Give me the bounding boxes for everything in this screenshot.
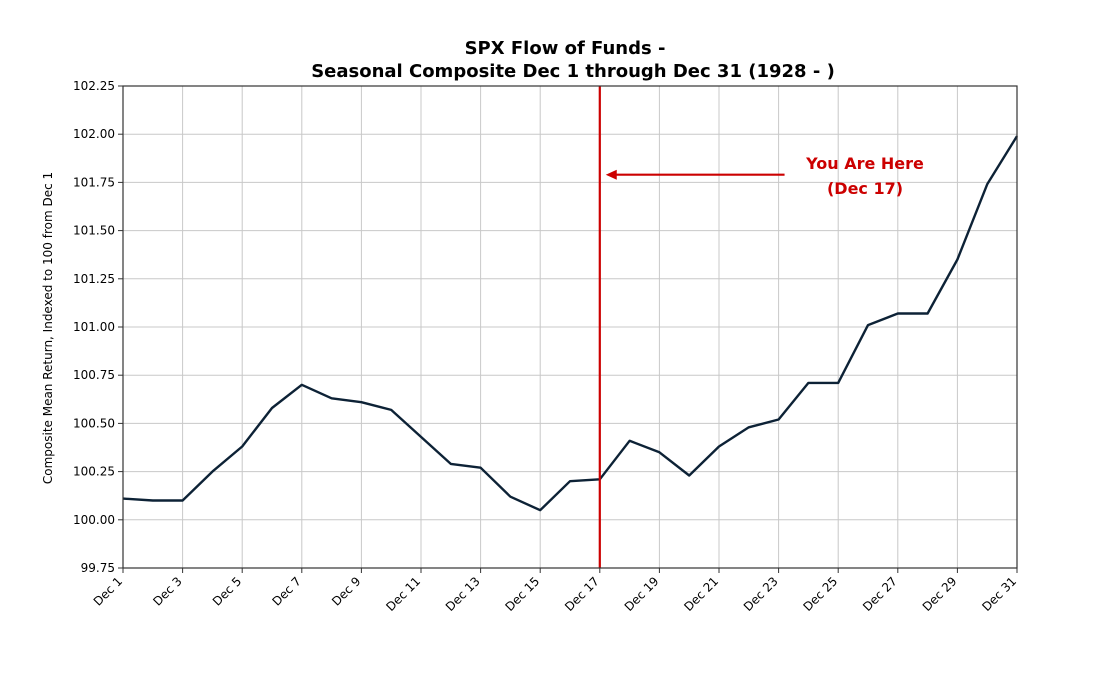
y-tick-label: 101.50: [73, 224, 115, 238]
x-tick-label: Dec 11: [383, 574, 423, 614]
series-layer: [122, 135, 1019, 512]
x-tick-label: Dec 9: [329, 574, 363, 608]
plot-frame: [122, 85, 1018, 569]
x-axis-ticks: Dec 1 Dec 3 Dec 5 Dec 7 Dec 9 Dec 11 Dec 13 Dec…: [91, 568, 1019, 614]
x-tick-label: Dec 3: [150, 574, 184, 608]
y-tick-label: 102.00: [73, 127, 115, 141]
chart-title-line2: Seasonal Composite Dec 1 through Dec 31 …: [311, 61, 835, 82]
annotation-text-line2: (Dec 17): [827, 179, 903, 198]
x-tick-label: Dec 27: [860, 574, 900, 614]
x-tick-label: Dec 7: [270, 574, 304, 608]
y-tick-label: 100.75: [73, 368, 115, 382]
y-tick-label: 101.75: [73, 175, 115, 189]
x-tick-label: Dec 15: [503, 574, 543, 614]
x-tick-label: Dec 29: [920, 574, 960, 614]
x-tick-label: Dec 5: [210, 574, 244, 608]
y-tick-label: 99.75: [81, 561, 115, 575]
y-tick-label: 100.25: [73, 465, 115, 479]
y-tick-label: 101.00: [73, 320, 115, 334]
x-tick-label: Dec 17: [562, 574, 602, 614]
y-tick-label: 100.50: [73, 416, 115, 430]
x-tick-label: Dec 31: [979, 574, 1019, 614]
annotation-layer: You Are Here (Dec 17): [598, 86, 924, 568]
chart-title-line1: SPX Flow of Funds -: [465, 38, 666, 59]
x-tick-label: Dec 25: [801, 574, 841, 614]
annotation-arrow-head: [605, 169, 617, 180]
chart-title: SPX Flow of Funds - Seasonal Composite D…: [311, 38, 835, 82]
y-axis-label: Composite Mean Return, Indexed to 100 fr…: [41, 172, 55, 484]
y-tick-label: 101.25: [73, 272, 115, 286]
annotation-text-line1: You Are Here: [805, 154, 924, 173]
x-tick-label: Dec 1: [91, 574, 125, 608]
x-tick-label: Dec 13: [443, 574, 483, 614]
y-tick-label: 100.00: [73, 513, 115, 527]
x-tick-label: Dec 23: [741, 574, 781, 614]
y-tick-label: 102.25: [73, 79, 115, 93]
y-axis-ticks: 99.75 100.00 100.25 100.50 100.75 101.00 101.2…: [73, 79, 123, 575]
series-line: [122, 135, 1019, 512]
x-tick-label: Dec 19: [622, 574, 662, 614]
x-tick-label: Dec 21: [681, 574, 721, 614]
